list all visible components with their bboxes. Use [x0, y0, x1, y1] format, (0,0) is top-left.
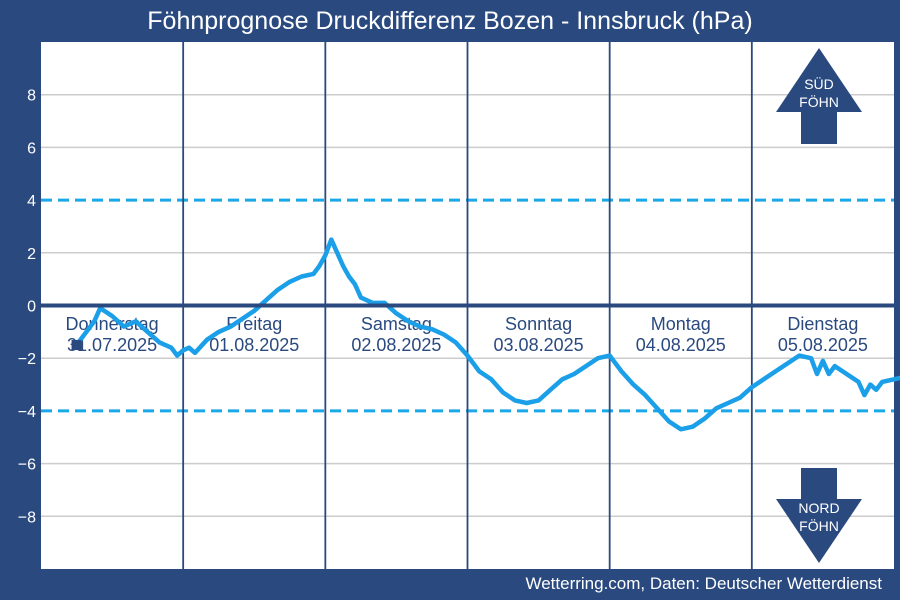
day-date-5: 05.08.2025: [778, 335, 868, 355]
y-tick-label-2: 4: [27, 193, 36, 210]
source-footer: Wetterring.com, Daten: Deutscher Wetterd…: [525, 574, 882, 593]
series-line: [74, 237, 900, 432]
day-name-3: Sonntag: [505, 314, 572, 334]
y-tick-label-7: −6: [18, 457, 36, 474]
day-date-0: 31.07.2025: [67, 335, 157, 355]
day-name-5: Dienstag: [787, 314, 858, 334]
day-date-3: 03.08.2025: [494, 335, 584, 355]
chart-title: Föhnprognose Druckdifferenz Bozen - Inns…: [147, 7, 753, 35]
up-arrow-icon: [776, 48, 862, 144]
y-tick-labels: 8 6 4 2 0 −2 −4 −6 −8: [18, 88, 36, 527]
series-start-marker: [71, 340, 82, 351]
foehn-label-top: FÖHN: [799, 93, 839, 110]
day-date-4: 04.08.2025: [636, 335, 726, 355]
nord-foehn-arrow: NORD FÖHN: [776, 468, 862, 563]
y-tick-label-6: −4: [18, 404, 36, 421]
day-date-2: 02.08.2025: [351, 335, 441, 355]
sued-label: SÜD: [804, 75, 834, 92]
y-tick-label-4: 0: [27, 299, 36, 316]
down-arrow-icon: [776, 468, 862, 563]
day-name-4: Montag: [651, 314, 711, 334]
y-tick-label-1: 6: [27, 140, 36, 157]
day-name-2: Samstag: [361, 314, 432, 334]
y-tick-label-0: 8: [27, 88, 36, 105]
y-tick-label-5: −2: [18, 351, 36, 368]
sued-foehn-arrow: SÜD FÖHN: [776, 48, 862, 144]
day-date-1: 01.08.2025: [209, 335, 299, 355]
nord-label: NORD: [798, 500, 839, 516]
y-tick-label-8: −8: [18, 509, 36, 526]
foehn-label-bottom: FÖHN: [799, 517, 839, 534]
day-labels: Donnerstag31.07.2025Freitag01.08.2025Sam…: [66, 314, 868, 355]
y-tick-label-3: 2: [27, 246, 36, 263]
